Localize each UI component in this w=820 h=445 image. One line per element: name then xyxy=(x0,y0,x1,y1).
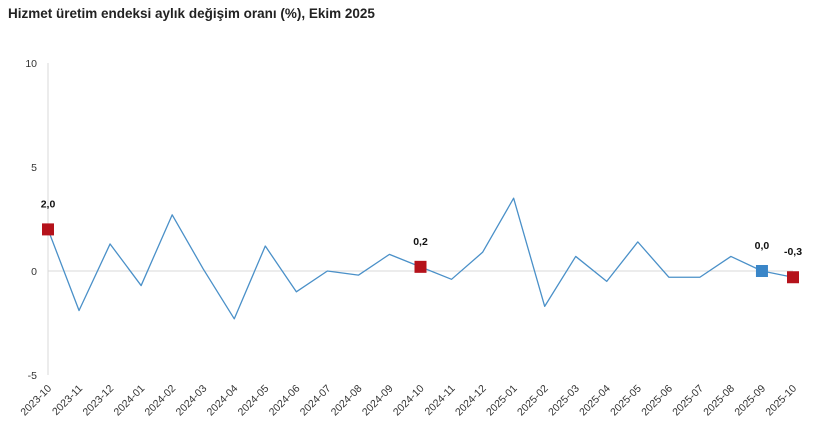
x-tick-label: 2024-06 xyxy=(267,383,303,419)
x-tick-label: 2023-11 xyxy=(50,383,85,418)
x-tick-label: 2024-02 xyxy=(143,383,179,419)
chart-title: Hizmet üretim endeksi aylık değişim oran… xyxy=(8,6,375,21)
data-label: 2,0 xyxy=(41,198,56,210)
data-label: 0,0 xyxy=(755,240,770,252)
x-tick-label: 2025-06 xyxy=(639,383,675,419)
x-tick-label: 2024-11 xyxy=(422,383,457,418)
highlight-marker xyxy=(787,271,799,284)
x-tick-label: 2024-01 xyxy=(112,383,148,419)
y-tick-label: 5 xyxy=(31,162,37,174)
y-tick-label: -5 xyxy=(28,370,37,382)
y-tick-label: 0 xyxy=(31,266,37,278)
x-tick-label: 2025-09 xyxy=(732,383,768,419)
x-tick-label: 2025-02 xyxy=(515,383,551,419)
highlight-marker xyxy=(42,223,54,236)
x-tick-label: 2025-01 xyxy=(484,383,520,419)
x-tick-label: 2023-10 xyxy=(18,383,54,419)
data-label: 0,2 xyxy=(413,236,428,248)
highlight-marker xyxy=(755,265,768,277)
x-tick-label: 2023-12 xyxy=(80,383,116,419)
x-tick-label: 2024-04 xyxy=(205,383,241,419)
series-line xyxy=(47,197,794,320)
x-tick-label: 2025-05 xyxy=(608,383,644,419)
x-tick-label: 2025-07 xyxy=(670,383,706,419)
data-label: -0,3 xyxy=(784,246,802,258)
x-tick-label: 2024-05 xyxy=(236,383,272,419)
x-tick-label: 2025-10 xyxy=(763,383,799,419)
x-tick-label: 2024-09 xyxy=(360,383,396,419)
x-tick-label: 2024-07 xyxy=(298,383,334,419)
y-tick-label: 10 xyxy=(25,58,37,70)
x-tick-label: 2024-10 xyxy=(391,383,427,419)
x-tick-label: 2024-12 xyxy=(453,383,489,419)
highlight-marker xyxy=(414,260,427,273)
x-tick-label: 2024-08 xyxy=(329,383,365,419)
x-tick-label: 2025-04 xyxy=(577,383,613,419)
x-tick-label: 2025-08 xyxy=(701,383,737,419)
x-tick-label: 2024-03 xyxy=(174,383,210,419)
x-tick-label: 2025-03 xyxy=(546,383,582,419)
